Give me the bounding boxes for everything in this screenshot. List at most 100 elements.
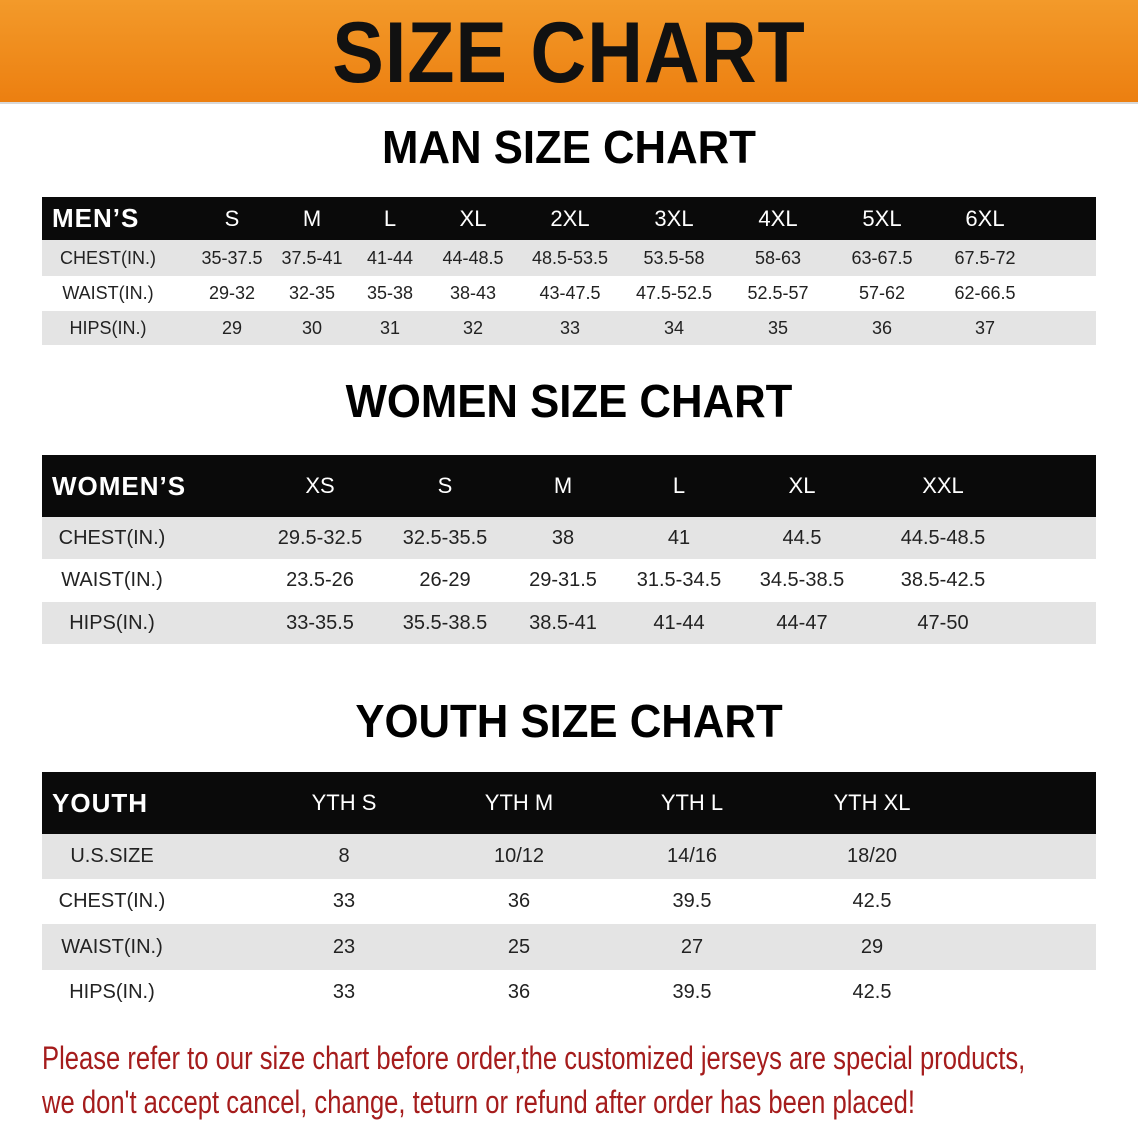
table-cell: 38.5-42.5 [900, 569, 986, 591]
table-cell: 29-32 [208, 283, 256, 303]
table-cell: 25 [507, 935, 531, 958]
women-section-title: WOMEN SIZE CHART [345, 375, 793, 427]
table-cell: 52.5-57 [747, 283, 809, 303]
table-cell: 39.5 [672, 981, 712, 1003]
table-cell: 35 [767, 317, 789, 338]
measurement-label: CHEST(IN.) [60, 247, 156, 268]
table-cell: 53.5-58 [643, 247, 705, 268]
size-header-cell: M [553, 473, 573, 498]
table-cell: 58-63 [754, 247, 802, 268]
table-row: CHEST(IN.) 29.5-32.5 32.5-35.5 38 41 44.5 44.5… [42, 517, 1096, 559]
table-cell: 18/20 [846, 845, 898, 867]
table-header-row: WOMEN’S XS S M L XL XXL [42, 455, 1096, 517]
table-cell: 36 [507, 981, 531, 1003]
table-cell: 26-29 [419, 569, 471, 591]
table-cell: 44-47 [776, 611, 828, 634]
table-cell: 34 [663, 317, 685, 338]
size-header-cell: 5XL [862, 205, 902, 231]
page-title: SIZE CHART [332, 5, 806, 101]
measurement-label: U.S.SIZE [70, 845, 154, 867]
size-header-cell: 3XL [654, 205, 694, 231]
table-cell: 29 [221, 317, 243, 338]
table-row: WAIST(IN.) 23 25 27 29 [42, 924, 1096, 970]
table-title-cell: MEN’S [52, 203, 140, 233]
table-title-cell: YOUTH [52, 787, 148, 818]
table-header-row: MEN’S S M L XL 2XL 3XL 4XL 5XL 6XL [42, 197, 1096, 240]
size-header-cell: 6XL [965, 205, 1005, 231]
table-row: U.S.SIZE 8 10/12 14/16 18/20 [42, 834, 1096, 879]
measurement-label: CHEST(IN.) [58, 890, 166, 912]
table-cell: 62-66.5 [954, 283, 1016, 303]
table-cell: 47-50 [917, 611, 969, 634]
measurement-label: CHEST(IN.) [58, 526, 166, 549]
table-cell: 36 [871, 317, 893, 338]
table-cell: 36 [507, 890, 531, 912]
table-row: WAIST(IN.) 29-32 32-35 35-38 38-43 43-47.5 47.… [42, 276, 1096, 311]
notice-line-2: we don't accept cancel, change, teturn o… [42, 1084, 915, 1120]
table-cell: 38.5-41 [529, 611, 597, 634]
table-cell: 32 [462, 317, 484, 338]
size-header-cell: XL [459, 205, 487, 231]
notice-line-1: Please refer to our size chart before or… [42, 1040, 1026, 1076]
table-cell: 31.5-34.5 [636, 569, 722, 591]
table-cell: 41-44 [366, 247, 414, 268]
table-cell: 39.5 [672, 890, 712, 912]
table-cell: 8 [338, 845, 350, 867]
size-header-cell: YTH XL [833, 790, 911, 815]
table-row: HIPS(IN.) 33 36 39.5 42.5 [42, 970, 1096, 1015]
table-cell: 32.5-35.5 [402, 526, 488, 549]
table-cell: 67.5-72 [954, 247, 1016, 268]
table-cell: 33 [332, 890, 356, 912]
banner: SIZE CHART [0, 0, 1138, 104]
table-cell: 41 [667, 526, 691, 549]
table-cell: 31 [379, 317, 401, 338]
size-header-cell: YTH S [311, 790, 377, 815]
table-row: HIPS(IN.) 29 30 31 32 33 34 35 36 37 [42, 311, 1096, 345]
table-cell: 33-35.5 [286, 611, 354, 634]
table-cell: 35-37.5 [201, 247, 263, 268]
table-cell: 23 [332, 935, 356, 958]
table-row: HIPS(IN.) 33-35.5 35.5-38.5 38.5-41 41-44 44-… [42, 602, 1096, 644]
measurement-label: HIPS(IN.) [69, 317, 147, 338]
table-cell: 33 [559, 317, 581, 338]
table-cell: 29 [860, 935, 884, 958]
order-notice: Please refer to our size chart before or… [42, 1036, 1025, 1124]
size-header-cell: L [383, 205, 397, 231]
table-cell: 14/16 [666, 845, 718, 867]
table-cell: 29-31.5 [529, 569, 597, 591]
size-header-cell: YTH M [484, 790, 554, 815]
table-cell: 35-38 [366, 283, 414, 303]
table-title-cell: WOMEN’S [52, 470, 187, 501]
table-cell: 48.5-53.5 [531, 247, 609, 268]
size-header-cell: 2XL [550, 205, 590, 231]
table-header-row: YOUTH YTH S YTH M YTH L YTH XL [42, 772, 1096, 834]
table-cell: 32-35 [288, 283, 336, 303]
table-cell: 29.5-32.5 [277, 526, 363, 549]
table-cell: 30 [301, 317, 323, 338]
table-cell: 27 [680, 935, 704, 958]
size-header-cell: XL [788, 473, 816, 498]
table-cell: 47.5-52.5 [635, 283, 713, 303]
table-cell: 38 [551, 526, 575, 549]
table-cell: 57-62 [858, 283, 906, 303]
table-cell: 44.5-48.5 [900, 526, 986, 549]
table-cell: 10/12 [493, 845, 545, 867]
size-header-cell: S [224, 205, 240, 231]
measurement-label: WAIST(IN.) [61, 935, 163, 958]
table-cell: 44-48.5 [442, 247, 504, 268]
size-header-cell: M [302, 205, 322, 231]
table-cell: 23.5-26 [286, 569, 354, 591]
measurement-label: WAIST(IN.) [62, 283, 154, 303]
table-row: CHEST(IN.) 35-37.5 37.5-41 41-44 44-48.5 48.5… [42, 240, 1096, 276]
size-header-cell: S [437, 473, 453, 498]
table-cell: 42.5 [852, 981, 892, 1003]
table-cell: 35.5-38.5 [402, 611, 488, 634]
table-cell: 41-44 [653, 611, 705, 634]
table-cell: 38-43 [449, 283, 497, 303]
table-cell: 33 [332, 981, 356, 1003]
table-row: WAIST(IN.) 23.5-26 26-29 29-31.5 31.5-34.5 34… [42, 559, 1096, 602]
table-cell: 42.5 [852, 890, 892, 912]
measurement-label: HIPS(IN.) [69, 981, 155, 1003]
table-cell: 37 [974, 317, 996, 338]
table-cell: 43-47.5 [539, 283, 601, 303]
